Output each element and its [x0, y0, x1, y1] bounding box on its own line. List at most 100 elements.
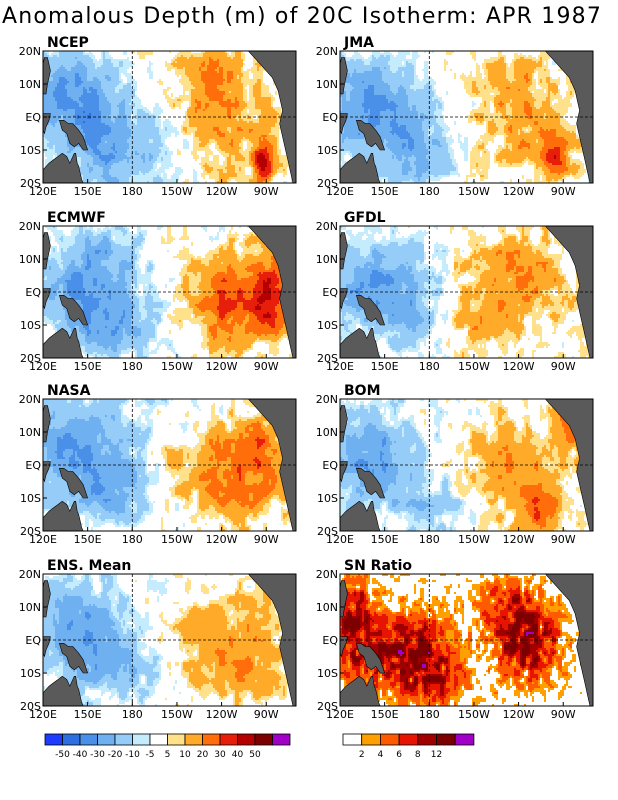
colorbar-label: -5: [146, 750, 155, 760]
land-mass: [340, 327, 381, 358]
y-tick-label: 10S: [317, 492, 338, 505]
x-tick-label: 120W: [206, 360, 238, 373]
anomaly-field: [43, 226, 296, 358]
panel-title: SN Ratio: [344, 558, 412, 574]
anomaly-field: [340, 399, 593, 531]
y-tick-label: 10N: [19, 253, 41, 266]
x-tick-label: 120E: [326, 185, 354, 198]
y-tick-label: EQ: [322, 459, 338, 472]
land-mass: [58, 120, 89, 151]
colorbar-swatch: [97, 733, 116, 746]
colorbar-label: 12: [431, 750, 442, 760]
x-tick-label: 90W: [254, 360, 279, 373]
land-mass: [43, 675, 84, 706]
land-mass: [58, 294, 89, 326]
y-tick-label: 10N: [19, 601, 41, 614]
y-tick-label: 10N: [316, 601, 338, 614]
panel-title: NCEP: [47, 35, 89, 51]
x-tick-label: 180: [122, 185, 143, 198]
x-tick-label: 120W: [503, 708, 535, 721]
y-tick-label: 10S: [20, 667, 41, 680]
colorbar-swatch: [167, 733, 186, 746]
x-tick-label: 120E: [29, 708, 57, 721]
map-panel-3: 120E 150E 180 150W 120W 90W 20N 10N EQ 10S 20S GFDL: [316, 210, 594, 373]
y-tick-label: 10N: [19, 426, 41, 439]
y-tick-label: 20S: [317, 525, 338, 538]
x-tick-label: 180: [122, 533, 143, 546]
y-tick-label: EQ: [25, 459, 41, 472]
x-tick-label: 90W: [551, 185, 576, 198]
y-tick-label: EQ: [25, 634, 41, 647]
anomaly-field: [43, 399, 296, 531]
colorbar-label: 2: [359, 750, 365, 760]
x-tick-label: 90W: [254, 185, 279, 198]
y-tick-label: EQ: [322, 111, 338, 124]
land-mass: [247, 399, 296, 531]
x-tick-label: 120E: [326, 533, 354, 546]
panel-title: JMA: [343, 35, 374, 51]
x-tick-label: 150W: [458, 708, 490, 721]
map-panel-2: 120E 150E 180 150W 120W 90W 20N 10N EQ 10S 20S ECMW…: [19, 210, 297, 373]
x-tick-label: 180: [122, 360, 143, 373]
panel-title: ECMWF: [47, 210, 106, 226]
panel-title: BOM: [344, 383, 381, 399]
y-tick-label: 10S: [20, 319, 41, 332]
page-title: Anomalous Depth (m) of 20C Isotherm: APR…: [0, 0, 618, 36]
x-tick-label: 150E: [371, 360, 399, 373]
colorbar-swatch: [254, 733, 273, 746]
colorbar-swatch: [44, 733, 63, 746]
x-tick-label: 120W: [206, 185, 238, 198]
colorbar-label: 10: [179, 750, 191, 760]
x-tick-label: 180: [419, 360, 440, 373]
colorbar-swatch: [62, 733, 81, 746]
land-mass: [340, 152, 381, 183]
land-mass: [355, 642, 386, 674]
colorbar-label: -40: [73, 750, 88, 760]
y-tick-label: 20S: [317, 352, 338, 365]
anomaly-field: [340, 574, 593, 706]
anomaly-field: [43, 574, 296, 706]
colorbar-swatch: [114, 733, 133, 746]
x-tick-label: 150E: [371, 533, 399, 546]
land-mass: [544, 399, 593, 531]
y-tick-label: 10N: [316, 78, 338, 91]
x-tick-label: 120E: [29, 185, 57, 198]
x-tick-label: 180: [419, 708, 440, 721]
land-mass: [544, 51, 593, 183]
land-mass: [58, 467, 89, 499]
y-tick-label: 20N: [19, 45, 41, 58]
map-panel-5: 120E 150E 180 150W 120W 90W 20N 10N EQ 10S 20S BOM: [316, 383, 594, 546]
x-tick-label: 180: [122, 708, 143, 721]
x-tick-label: 120W: [503, 360, 535, 373]
colorbar-swatch: [361, 733, 381, 746]
land-mass: [247, 226, 296, 358]
land-mass: [43, 500, 84, 531]
x-tick-label: 150E: [74, 708, 102, 721]
y-tick-label: 10S: [317, 667, 338, 680]
x-tick-label: 120W: [206, 533, 238, 546]
colorbar-swatch: [79, 733, 98, 746]
x-tick-label: 180: [419, 533, 440, 546]
anomaly-field: [340, 226, 593, 358]
colorbar-label: 8: [415, 750, 421, 760]
colorbar-label: 4: [378, 750, 384, 760]
map-panel-4: 120E 150E 180 150W 120W 90W 20N 10N EQ 10S 20S NASA: [19, 383, 297, 546]
y-tick-label: 20S: [317, 700, 338, 713]
colorbar-swatch: [342, 733, 363, 746]
y-tick-label: 20N: [316, 568, 338, 581]
sn-colorbar: 2 4 6 8 12: [342, 733, 475, 760]
colorbar-swatch: [398, 733, 419, 746]
colorbar-label: 5: [165, 750, 171, 760]
x-tick-label: 120W: [503, 185, 535, 198]
colorbar-label: -30: [90, 750, 105, 760]
y-tick-label: 20S: [20, 700, 41, 713]
colorbar-label: 50: [249, 750, 261, 760]
x-tick-label: 150E: [371, 185, 399, 198]
map-panel-1: 120E 150E 180 150W 120W 90W 20N 10N EQ 10S 20S JMA: [316, 35, 594, 198]
land-mass: [340, 675, 381, 706]
y-tick-label: EQ: [25, 286, 41, 299]
x-tick-label: 150W: [161, 533, 193, 546]
y-tick-label: EQ: [322, 286, 338, 299]
y-tick-label: 20N: [19, 220, 41, 233]
x-tick-label: 120E: [29, 360, 57, 373]
